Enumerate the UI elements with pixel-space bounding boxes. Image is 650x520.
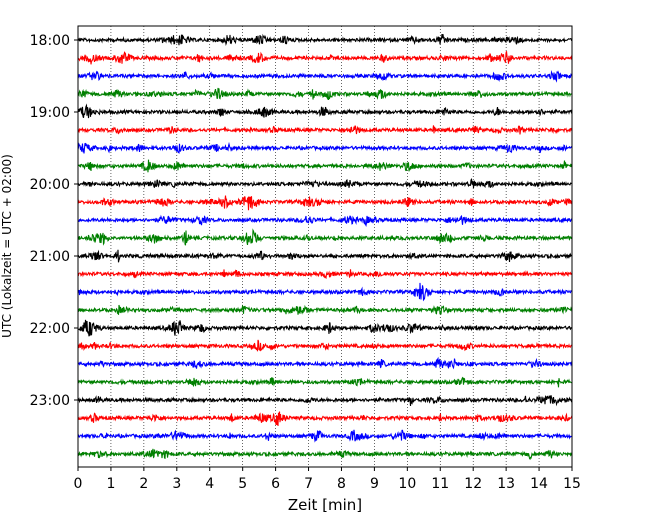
y-tick-label: 18:00 [30, 33, 70, 49]
trace-1900 [77, 103, 573, 119]
trace-2215 [77, 339, 573, 352]
trace-2000 [77, 177, 573, 189]
x-tick-label: 1 [106, 476, 115, 492]
trace-2145 [77, 304, 573, 315]
x-tick-label: 7 [304, 476, 313, 492]
trace-2230 [77, 356, 573, 370]
trace-2315 [77, 411, 573, 427]
x-tick-label: 5 [238, 476, 247, 492]
x-tick-label: 4 [205, 476, 214, 492]
y-axis-label: UTC (Lokalzeit = UTC + 02:00) [0, 154, 14, 338]
trace-2300 [77, 394, 573, 407]
x-tick-label: 13 [497, 476, 515, 492]
trace-2330 [77, 429, 573, 443]
trace-2045 [77, 228, 573, 246]
x-axis-label: Zeit [min] [288, 496, 362, 514]
y-tick-label: 23:00 [30, 393, 70, 409]
x-tick-label: 12 [464, 476, 482, 492]
trace-2345 [77, 448, 573, 461]
x-tick-label: 14 [530, 476, 548, 492]
trace-1845 [77, 87, 573, 101]
trace-2015 [77, 195, 573, 211]
trace-1830 [77, 70, 573, 83]
y-axis-ticks: 18:00 19:00 20:00 21:00 22:00 23:00 [30, 33, 78, 409]
trace-2030 [77, 214, 573, 228]
trace-2130 [77, 282, 573, 302]
trace-1915 [77, 125, 573, 135]
x-tick-label: 8 [337, 476, 346, 492]
x-tick-label: 9 [370, 476, 379, 492]
y-tick-label: 19:00 [30, 105, 70, 121]
trace-1800 [77, 33, 573, 47]
trace-2245 [77, 376, 573, 388]
x-tick-label: 11 [431, 476, 449, 492]
x-tick-label: 10 [398, 476, 416, 492]
trace-2115 [77, 269, 573, 280]
trace-2100 [77, 249, 573, 263]
trace-2200 [77, 319, 573, 337]
x-tick-label: 2 [139, 476, 148, 492]
x-tick-label: 0 [74, 476, 83, 492]
x-tick-label: 3 [172, 476, 181, 492]
x-axis-ticks: 0 1 2 3 4 5 6 7 8 9 10 11 12 13 14 15 [74, 467, 581, 492]
trace-1815 [77, 51, 573, 65]
plot-frame [77, 25, 573, 468]
y-tick-label: 22:00 [30, 321, 70, 337]
x-tick-label: 15 [563, 476, 581, 492]
trace-1945 [77, 159, 573, 173]
x-tick-label: 6 [271, 476, 280, 492]
seismic-traces [77, 33, 573, 461]
y-tick-label: 20:00 [30, 177, 70, 193]
y-tick-label: 21:00 [30, 249, 70, 265]
trace-1930 [77, 141, 573, 154]
